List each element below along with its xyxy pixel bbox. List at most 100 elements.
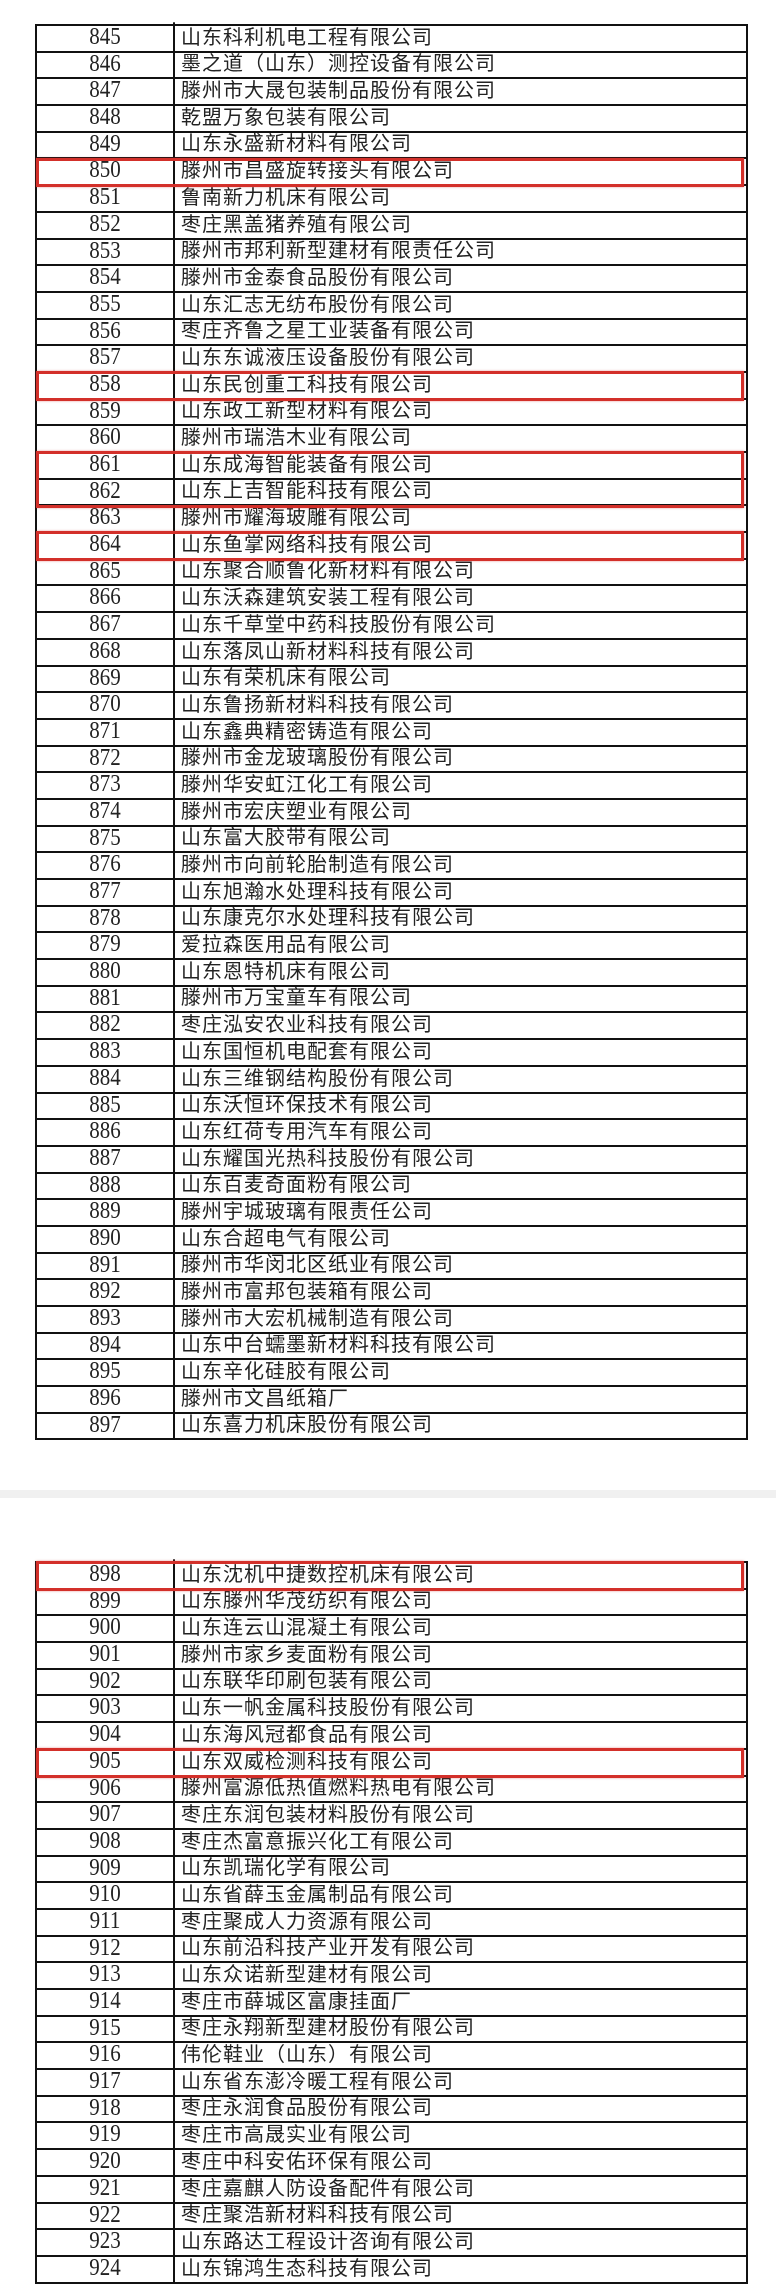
table-row: 897 山东喜力机床股份有限公司 (35, 1410, 748, 1441)
row-number: 878 (37, 902, 175, 932)
company-name: 枣庄聚成人力资源有限公司 (181, 1910, 433, 1933)
row-number: 901 (37, 1639, 175, 1668)
table-row: 866 山东沃森建筑安装工程有限公司 (35, 582, 748, 614)
row-number: 899 (37, 1585, 175, 1615)
row-number: 874 (37, 796, 175, 825)
table-row: 921 枣庄嘉麒人防设备配件有限公司 (35, 2173, 748, 2204)
table-row: 852 枣庄黑盖猪养殖有限公司 (35, 209, 748, 240)
row-number: 921 (37, 2173, 175, 2202)
company-name: 山东海风冠都食品有限公司 (181, 1723, 433, 1746)
table-row: 877 山东旭瀚水处理科技有限公司 (35, 876, 748, 907)
company-table-2: 898 山东沈机中捷数控机床有限公司 899 山东滕州华茂纺织有限公司 900 山东连云山… (35, 1559, 748, 2284)
row-number: 862 (37, 475, 175, 505)
row-number: 898 (37, 1559, 175, 1588)
company-name: 墨之道（山东）测控设备有限公司 (181, 53, 496, 76)
company-name: 滕州市邦利新型建材有限责任公司 (181, 240, 496, 263)
company-name: 枣庄嘉麒人防设备配件有限公司 (181, 2177, 475, 2200)
company-name: 山东聚合顺鲁化新材料有限公司 (181, 560, 475, 583)
company-table-1: 845 山东科利机电工程有限公司 846 墨之道（山东）测控设备有限公司 847 滕州市大… (35, 22, 748, 1441)
table-row: 853 滕州市邦利新型建材有限责任公司 (35, 235, 748, 267)
company-name: 滕州市金泰食品股份有限公司 (181, 266, 454, 289)
row-number: 865 (37, 556, 175, 585)
company-name: 山东鑫典精密铸造有限公司 (181, 720, 433, 743)
company-name: 枣庄永翔新型建材股份有限公司 (181, 2017, 475, 2040)
table-row: 903 山东一帆金属科技股份有限公司 (35, 1692, 748, 1724)
company-name: 山东喜力机床股份有限公司 (181, 1414, 433, 1437)
company-name: 滕州市大宏机械制造有限公司 (181, 1307, 454, 1330)
table-row: 922 枣庄聚浩新材料科技有限公司 (35, 2199, 748, 2231)
table-row: 909 山东凯瑞化学有限公司 (35, 1852, 748, 1884)
table-row: 854 滕州市金泰食品股份有限公司 (35, 262, 748, 293)
company-name: 滕州华安虹江化工有限公司 (181, 773, 433, 796)
company-name: 滕州市金龙玻璃股份有限公司 (181, 747, 454, 770)
table-row: 874 滕州市宏庆塑业有限公司 (35, 796, 748, 827)
row-number: 920 (37, 2146, 175, 2175)
company-name: 山东省薛玉金属制品有限公司 (181, 1883, 454, 1906)
table-row: 845 山东科利机电工程有限公司 (35, 22, 748, 53)
company-name: 山东成海智能装备有限公司 (181, 453, 433, 476)
row-number: 888 (37, 1169, 175, 1199)
row-number: 908 (37, 1826, 175, 1855)
table-row: 902 山东联华印刷包装有限公司 (35, 1666, 748, 1697)
company-name: 山东落凤山新材料科技有限公司 (181, 640, 475, 663)
row-number: 879 (37, 929, 175, 959)
table-row: 885 山东沃恒环保技术有限公司 (35, 1089, 748, 1121)
row-number: 894 (37, 1329, 175, 1359)
row-number: 886 (37, 1116, 175, 1145)
table-row: 870 山东鲁扬新材料科技有限公司 (35, 689, 748, 720)
table-row: 892 滕州市富邦包装箱有限公司 (35, 1276, 748, 1307)
company-name: 滕州市大晟包装制品股份有限公司 (181, 80, 496, 103)
row-number: 906 (37, 1772, 175, 1802)
table-row: 886 山东红荷专用汽车有限公司 (35, 1116, 748, 1147)
company-name: 滕州市家乡麦面粉有限公司 (181, 1643, 433, 1666)
company-name: 枣庄黑盖猪养殖有限公司 (181, 213, 412, 236)
row-number: 846 (37, 48, 175, 78)
row-number: 924 (37, 2253, 175, 2282)
row-number: 914 (37, 1986, 175, 2015)
company-name: 枣庄杰富意振兴化工有限公司 (181, 1830, 454, 1853)
table-row: 872 滕州市金龙玻璃股份有限公司 (35, 742, 748, 774)
row-number: 915 (37, 2012, 175, 2042)
row-number: 883 (37, 1036, 175, 1065)
table-row: 880 山东恩特机床有限公司 (35, 956, 748, 987)
table-row: 901 滕州市家乡麦面粉有限公司 (35, 1639, 748, 1670)
row-number: 860 (37, 422, 175, 451)
company-name: 滕州市耀海玻雕有限公司 (181, 507, 412, 530)
table-row: 879 爱拉森医用品有限公司 (35, 929, 748, 961)
table-row: 869 山东有荣机床有限公司 (35, 662, 748, 694)
row-number: 871 (37, 716, 175, 745)
row-number: 922 (37, 2199, 175, 2229)
company-name: 枣庄东润包装材料股份有限公司 (181, 1803, 475, 1826)
row-number: 845 (37, 22, 175, 51)
table-row: 882 枣庄泓安农业科技有限公司 (35, 1009, 748, 1041)
table-row: 887 山东耀国光热科技股份有限公司 (35, 1143, 748, 1174)
company-name: 山东政工新型材料有限公司 (181, 400, 433, 423)
table-row: 878 山东康克尔水处理科技有限公司 (35, 902, 748, 934)
row-number: 910 (37, 1879, 175, 1908)
company-name: 枣庄齐鲁之星工业装备有限公司 (181, 320, 475, 343)
company-name: 枣庄永润食品股份有限公司 (181, 2097, 433, 2120)
row-number: 903 (37, 1692, 175, 1722)
table-row: 914 枣庄市薛城区富康挂面厂 (35, 1986, 748, 2017)
table-row: 867 山东千草堂中药科技股份有限公司 (35, 609, 748, 640)
row-number: 895 (37, 1356, 175, 1386)
row-number: 900 (37, 1612, 175, 1642)
company-name: 山东锦鸿生态科技有限公司 (181, 2257, 433, 2280)
row-number: 873 (37, 769, 175, 798)
company-name: 乾盟万象包装有限公司 (181, 106, 391, 129)
company-name: 滕州富源低热值燃料热电有限公司 (181, 1777, 496, 1800)
row-number: 877 (37, 876, 175, 905)
row-number: 847 (37, 75, 175, 105)
company-name: 滕州市富邦包装箱有限公司 (181, 1281, 433, 1303)
company-name: 滕州市昌盛旋转接头有限公司 (181, 160, 454, 183)
table-row: 923 山东路达工程设计咨询有限公司 (35, 2226, 748, 2257)
company-name: 滕州市宏庆塑业有限公司 (181, 800, 412, 823)
row-number: 890 (37, 1223, 175, 1252)
company-name: 枣庄泓安农业科技有限公司 (181, 1014, 433, 1037)
company-name: 山东沈机中捷数控机床有限公司 (181, 1563, 475, 1586)
row-number: 866 (37, 582, 175, 612)
table-row: 848 乾盟万象包装有限公司 (35, 102, 748, 133)
table-row: 888 山东百麦奇面粉有限公司 (35, 1169, 748, 1201)
company-name: 滕州市万宝童车有限公司 (181, 987, 412, 1010)
row-number: 861 (37, 449, 175, 478)
